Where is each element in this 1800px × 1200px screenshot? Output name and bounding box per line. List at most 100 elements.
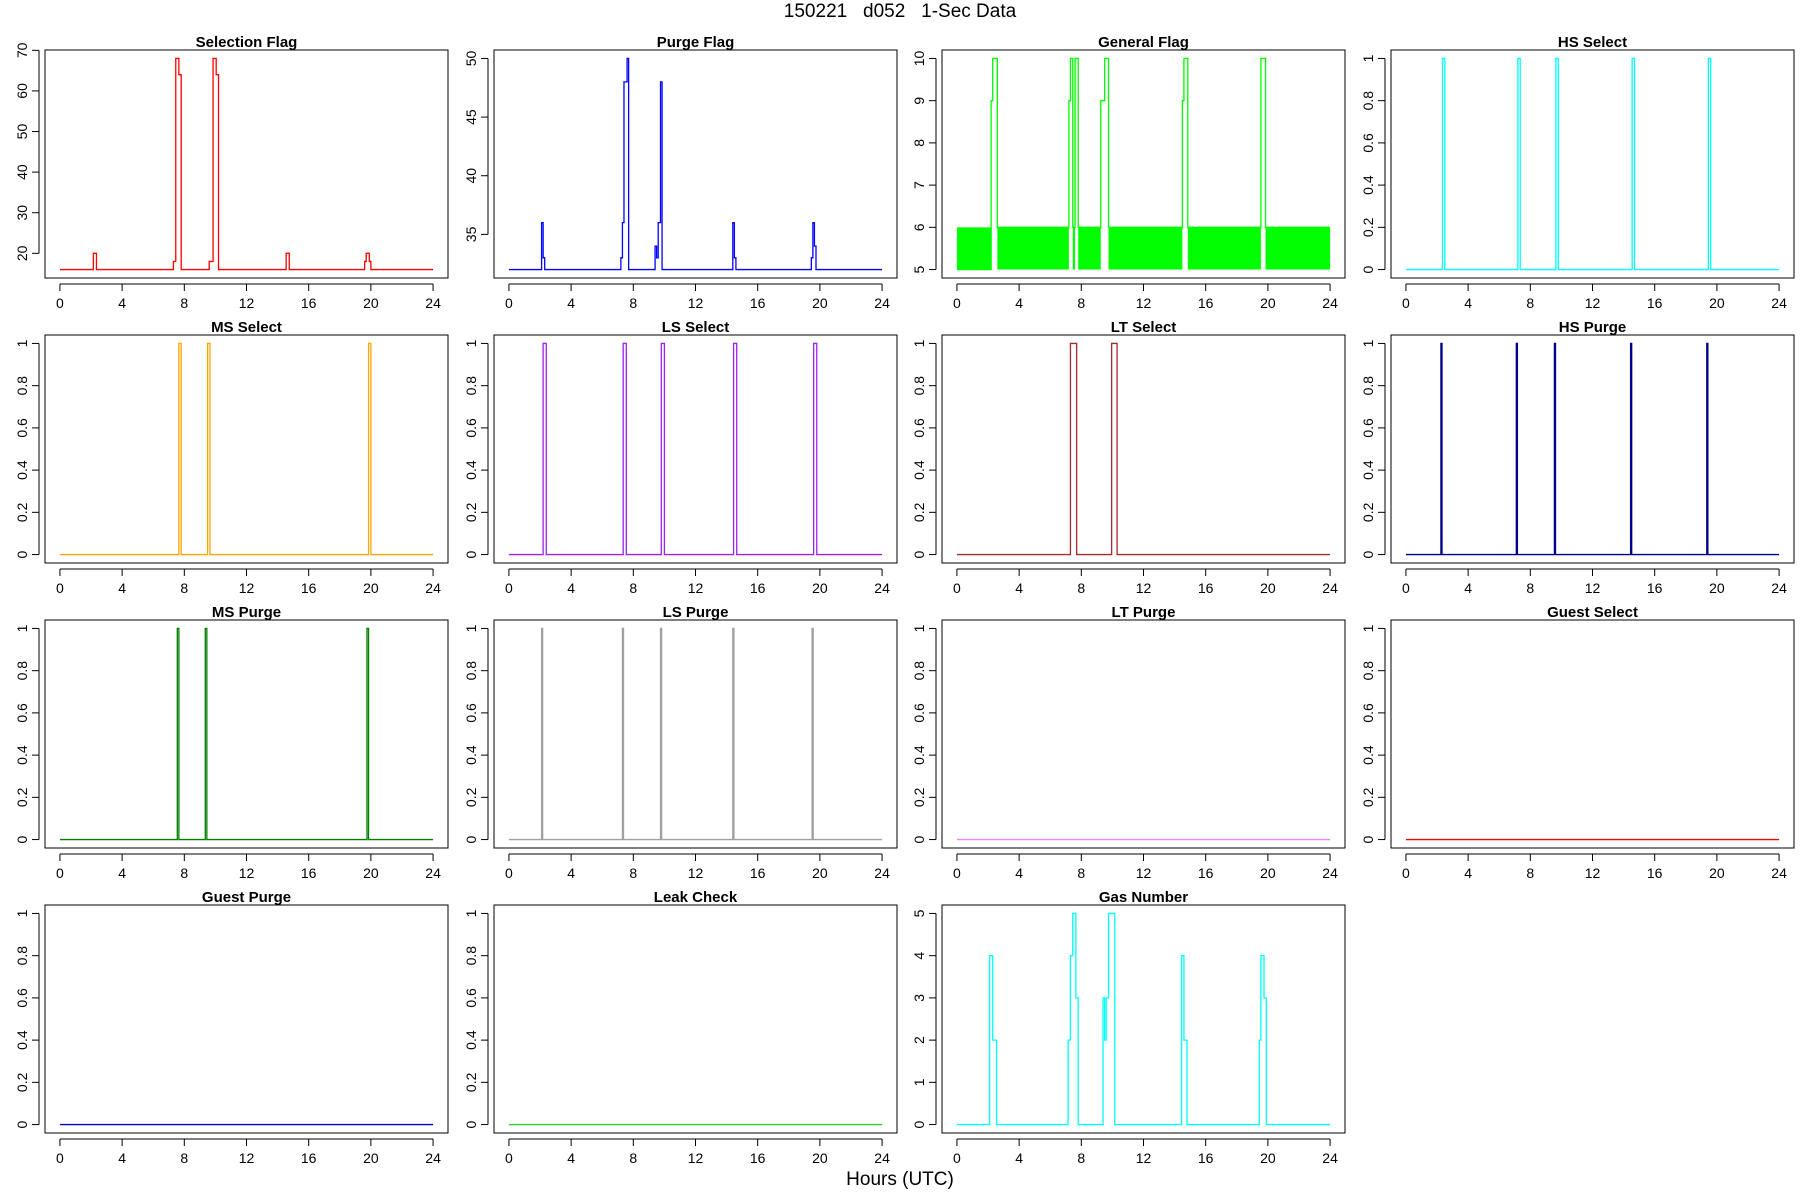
x-tick-label: 16	[301, 580, 317, 596]
x-tick-label: 0	[953, 865, 961, 881]
x-tick-label: 8	[1526, 580, 1534, 596]
x-tick-label: 0	[953, 1150, 961, 1166]
y-tick-label: 0.2	[463, 1072, 479, 1092]
x-tick-label: 12	[1136, 865, 1152, 881]
plot-frame	[493, 334, 898, 564]
x-tick-label: 20	[812, 295, 828, 311]
x-tick-label: 12	[1136, 1150, 1152, 1166]
y-tick-label: 0.8	[463, 376, 479, 396]
x-tick-label: 8	[180, 865, 188, 881]
x-tick-label: 4	[1464, 865, 1472, 881]
panel-title: MS Select	[211, 319, 282, 336]
x-tick-label: 0	[505, 1150, 513, 1166]
x-tick-label: 20	[1260, 865, 1276, 881]
y-tick-label: 0.4	[14, 1030, 30, 1050]
x-tick-label: 24	[425, 865, 441, 881]
y-tick-label: 0.2	[1360, 502, 1376, 522]
x-tick-label: 0	[953, 295, 961, 311]
x-tick-label: 12	[239, 1150, 255, 1166]
panel-title: Gas Number	[1099, 889, 1188, 906]
series-line	[508, 342, 883, 556]
plot-frame	[941, 619, 1346, 849]
x-tick-label: 16	[1647, 295, 1663, 311]
y-tick-label: 0.4	[911, 460, 927, 480]
y-tick-label: 7	[911, 181, 927, 189]
series-line	[508, 627, 883, 841]
y-tick-label: 1	[14, 339, 30, 347]
series-line	[59, 627, 434, 841]
y-tick-label: 0	[463, 550, 479, 558]
plot-frame	[1390, 619, 1795, 849]
y-tick-label: 50	[14, 124, 30, 140]
x-tick-label: 20	[363, 1150, 379, 1166]
x-tick-label: 20	[363, 295, 379, 311]
x-tick-label: 20	[1260, 295, 1276, 311]
panel-leak-check: Leak Check 0 4 8 12 16 20 24 0 0.2 0.4 0.6 0.8 1	[463, 889, 898, 1166]
x-tick-label: 8	[180, 1150, 188, 1166]
y-tick-label: 1	[1360, 54, 1376, 62]
y-tick-label: 1	[911, 624, 927, 632]
x-tick-label: 16	[301, 295, 317, 311]
y-tick-label: 5	[911, 909, 927, 917]
plot-frame	[493, 904, 898, 1134]
x-tick-label: 24	[425, 580, 441, 596]
y-tick-label: 1	[1360, 624, 1376, 632]
x-tick-label: 12	[239, 865, 255, 881]
panel-lt-purge: LT Purge 0 4 8 12 16 20 24 0 0.2 0.4 0.6 0.8 1	[911, 604, 1346, 881]
plot-frame	[493, 49, 898, 279]
y-tick-label: 0.4	[1360, 745, 1376, 765]
y-tick-label: 0.6	[463, 418, 479, 438]
x-tick-label: 16	[750, 865, 766, 881]
x-tick-label: 4	[567, 295, 575, 311]
series-line	[956, 342, 1331, 556]
x-tick-label: 24	[874, 865, 890, 881]
y-tick-label: 0.2	[463, 787, 479, 807]
y-tick-label: 8	[911, 139, 927, 147]
x-tick-label: 24	[874, 295, 890, 311]
panel-guest-purge: Guest Purge 0 4 8 12 16 20 24 0 0.2 0.4 0.6 0.8 1	[14, 889, 449, 1166]
y-tick-label: 0.2	[1360, 217, 1376, 237]
x-tick-label: 0	[1402, 580, 1410, 596]
y-tick-label: 1	[911, 1078, 927, 1086]
y-tick-label: 0.4	[911, 745, 927, 765]
flag-band	[1187, 227, 1261, 270]
x-tick-label: 4	[1015, 1150, 1023, 1166]
panel-general-flag: General Flag 0 4 8 12 16 20 24 5 6 7 8 9 10	[911, 34, 1346, 311]
y-tick-label: 60	[14, 83, 30, 99]
y-tick-label: 0.8	[14, 661, 30, 681]
y-tick-label: 1	[14, 909, 30, 917]
x-tick-label: 16	[750, 295, 766, 311]
y-tick-label: 2	[911, 1036, 927, 1044]
x-tick-label: 16	[1198, 865, 1214, 881]
x-tick-label: 16	[750, 580, 766, 596]
x-tick-label: 16	[1198, 580, 1214, 596]
y-tick-label: 30	[14, 205, 30, 221]
x-tick-label: 8	[629, 1150, 637, 1166]
y-tick-label: 0.8	[1360, 91, 1376, 111]
panel-ls-purge: LS Purge 0 4 8 12 16 20 24 0 0.2 0.4 0.6 0.8 1	[463, 604, 898, 881]
x-tick-label: 12	[239, 295, 255, 311]
panel-title: Selection Flag	[196, 34, 298, 51]
x-tick-label: 8	[1526, 865, 1534, 881]
x-tick-label: 16	[750, 1150, 766, 1166]
x-tick-label: 0	[953, 580, 961, 596]
x-tick-label: 24	[1322, 865, 1338, 881]
x-tick-label: 8	[1077, 295, 1085, 311]
y-tick-label: 1	[463, 909, 479, 917]
flag-band	[1072, 227, 1076, 270]
x-tick-label: 0	[56, 295, 64, 311]
y-tick-label: 0.2	[1360, 787, 1376, 807]
plot-frame	[941, 49, 1346, 279]
y-tick-label: 0.2	[911, 787, 927, 807]
y-tick-label: 0.4	[463, 745, 479, 765]
x-tick-label: 0	[1402, 865, 1410, 881]
y-tick-label: 1	[1360, 339, 1376, 347]
y-tick-label: 0	[1360, 835, 1376, 843]
y-tick-label: 0.4	[463, 460, 479, 480]
x-tick-label: 12	[1585, 295, 1601, 311]
series-line	[956, 57, 1331, 271]
x-tick-label: 24	[425, 295, 441, 311]
y-tick-label: 45	[463, 109, 479, 125]
y-tick-label: 50	[463, 50, 479, 66]
